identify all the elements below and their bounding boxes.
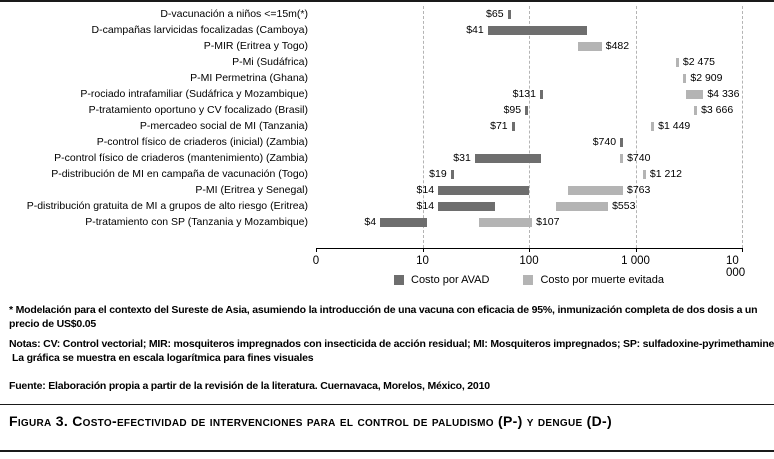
value-label: $2 909 [690,72,723,84]
value-label: $95 [503,104,522,116]
value-label: $131 [512,88,536,100]
gridline [422,6,424,248]
category-label: P-mercadeo social de MI (Tanzania) [139,120,308,132]
bar-costo-avad [450,169,454,179]
category-label: P-distribución gratuita de MI a grupos d… [26,200,308,212]
category-label: P-tratamiento con SP (Tanzania y Mozambi… [85,216,308,228]
value-label: $482 [605,40,630,52]
value-label: $41 [466,24,484,36]
x-tick-label: 10 000 [726,255,746,279]
value-label: $14 [416,200,435,212]
bar-costo-muerte-evitada [578,41,602,51]
x-tick-label: 0 [312,255,320,267]
value-label: $65 [486,8,504,20]
bar-costo-muerte-evitada [567,185,623,195]
x-axis-tick [529,248,530,252]
x-axis-tick [742,248,743,252]
footnote-asterisk: * Modelación para el contexto del Surest… [9,304,758,330]
value-label: $553 [612,200,636,212]
bar-costo-muerte-evitada [694,105,698,115]
category-label: P-MI Permetrina (Ghana) [190,72,308,84]
legend-label-avad: Costo por AVAD [411,274,490,286]
x-axis-tick [635,248,637,252]
legend-label-muerte-evitada: Costo por muerte evitada [540,274,664,286]
value-label: $1 449 [658,120,691,132]
category-label: P-MIR (Eritrea y Togo) [203,40,308,52]
x-tick-label: 100 [519,255,539,267]
bar-costo-muerte-evitada [651,121,655,131]
category-label: P-Mi (Sudáfrica) [232,56,308,68]
value-label: $763 [626,184,651,196]
value-label: $1 212 [649,168,683,180]
footnotes: * Modelación para el contexto del Surest… [9,303,774,393]
bar-costo-avad [525,105,529,115]
bar-costo-muerte-evitada [479,217,533,227]
bar-costo-avad [539,89,543,99]
bar-costo-muerte-evitada [675,57,679,67]
bar-costo-avad [507,9,511,19]
value-label: $4 [364,216,377,228]
x-tick-label: 1 000 [621,255,650,267]
value-label: $740 [627,152,651,164]
bar-costo-avad [474,153,542,163]
value-label: $71 [490,120,508,132]
footnote-fuente: Fuente: Elaboración propia a partir de l… [9,380,490,392]
caption-top-rule [0,404,774,405]
bar-costo-muerte-evitada [620,153,624,163]
gridline [635,6,637,248]
footnote-notas-line1: Notas: CV: Control vectorial; MIR: mosqu… [9,338,774,350]
legend-item-avad: Costo por AVAD [394,274,489,286]
chart-legend: Costo por AVAD Costo por muerte evitada [316,274,742,286]
x-axis-tick [316,248,317,252]
bar-costo-avad [620,137,624,147]
legend-item-muerte-evitada: Costo por muerte evitada [523,274,664,286]
bar-costo-muerte-evitada [642,169,646,179]
bar-costo-avad [487,25,587,35]
legend-swatch-avad-icon [394,275,404,285]
gridline [742,6,743,248]
value-label: $107 [536,216,560,228]
value-label: $740 [592,136,617,148]
category-label: P-distribución de MI en campaña de vacun… [51,168,308,180]
bar-costo-avad [438,201,496,211]
value-label: $19 [429,168,447,180]
category-label: P-tratamiento oportuno y CV focalizado (… [88,104,308,116]
top-rule [0,0,774,2]
bottom-rule [0,450,774,452]
bar-costo-muerte-evitada [556,201,609,211]
value-label: $2 475 [682,56,716,68]
category-label: P-control físico de criaderos (inicial) … [96,136,308,148]
category-label: D-vacunación a niños <=15m(*) [160,8,308,20]
bar-costo-avad [380,217,427,227]
value-label: $14 [416,184,435,196]
bar-costo-avad [511,121,515,131]
category-label: P-rociado intrafamiliar (Sudáfrica y Moz… [80,88,308,100]
bar-costo-avad [438,185,529,195]
footnote-notas-line2: La gráfica se muestra en escala logarítm… [12,352,314,364]
x-axis-tick [422,248,424,252]
figure-caption: Figura 3. Costo-efectividad de intervenc… [9,413,612,429]
x-axis-line [316,248,742,249]
bar-costo-muerte-evitada [686,89,704,99]
legend-swatch-muerte-evitada-icon [523,275,534,285]
x-tick-label: 10 [416,255,429,267]
category-label: P-control físico de criaderos (mantenimi… [54,152,308,164]
gridline [529,6,530,248]
value-label: $4 336 [707,88,740,100]
category-label: D-campañas larvicidas focalizadas (Cambo… [91,24,308,36]
value-label: $31 [453,152,471,164]
category-label: P-MI (Eritrea y Senegal) [195,184,308,196]
bar-costo-muerte-evitada [683,73,687,83]
value-label: $3 666 [701,104,734,116]
